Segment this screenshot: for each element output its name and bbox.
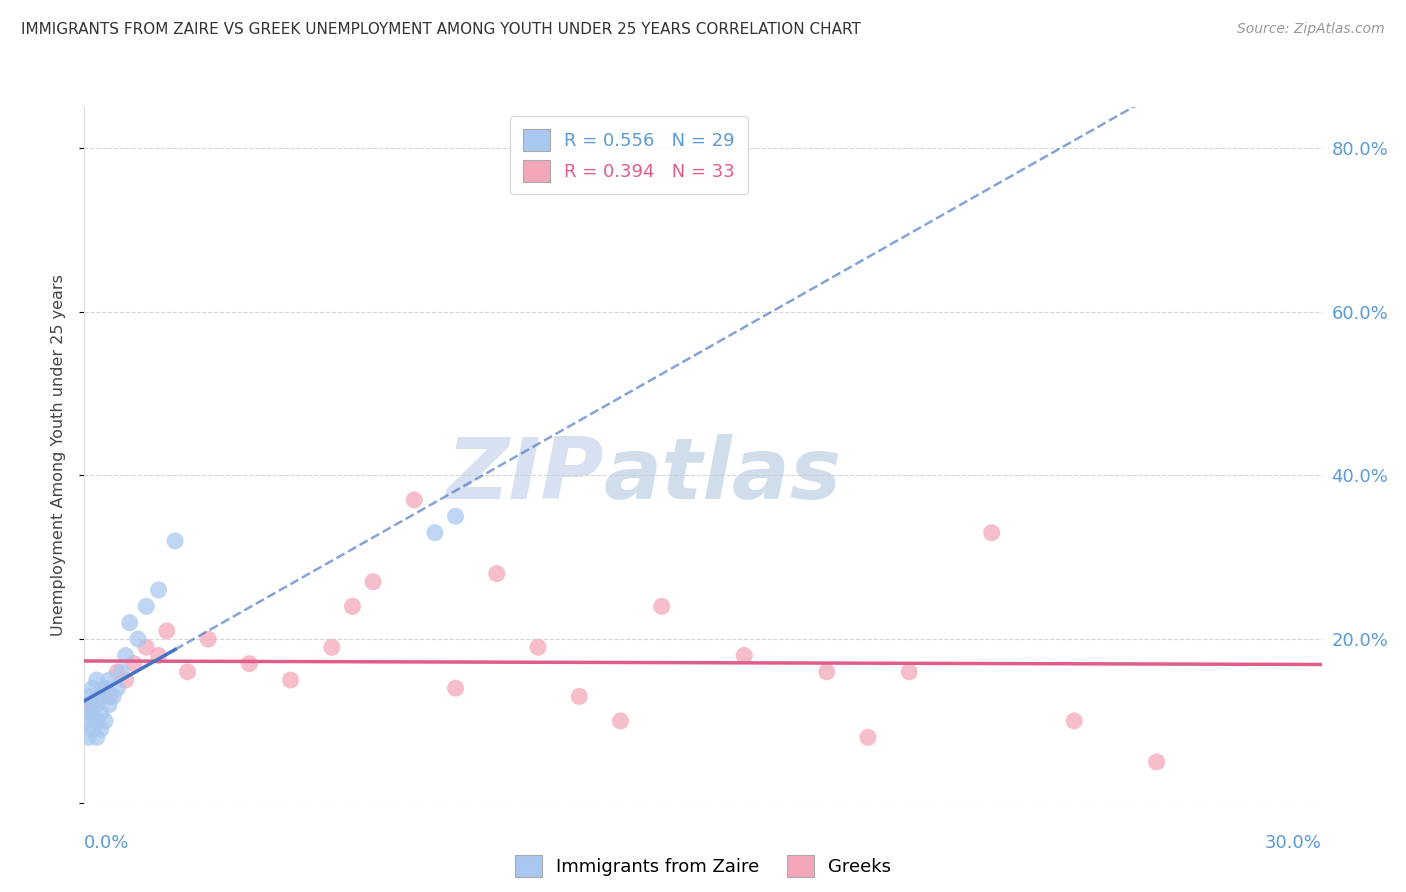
Point [90,706,112,720]
Point [609,714,631,728]
Point [280,673,302,687]
Point [90,690,112,704]
Point [82,681,104,696]
Point [98,673,121,687]
Point [127,632,149,646]
Point [98,698,121,712]
Point [651,599,673,614]
Point [94,681,117,696]
Point [444,509,467,524]
Point [114,673,136,687]
Text: Source: ZipAtlas.com: Source: ZipAtlas.com [1237,22,1385,37]
Point [148,582,170,597]
Point [83,714,105,728]
Point [1063,714,1085,728]
Point [733,648,755,663]
Point [135,640,157,655]
Point [110,665,132,679]
Point [342,599,364,614]
Point [79,690,101,704]
Point [165,533,187,548]
Point [90,722,112,736]
Point [122,657,145,671]
Point [98,690,121,704]
Point [815,665,838,679]
Point [77,731,100,745]
Point [1146,755,1168,769]
Point [321,640,343,655]
Point [86,673,108,687]
Point [75,714,97,728]
Point [148,648,170,663]
Point [568,690,591,704]
Point [86,714,108,728]
Point [238,657,260,671]
Point [423,525,446,540]
Point [86,731,108,745]
Point [94,714,117,728]
Point [898,665,921,679]
Point [361,574,384,589]
Point [485,566,508,581]
Point [77,706,100,720]
Point [90,690,112,704]
Point [86,698,108,712]
Point [103,690,125,704]
Point [135,599,157,614]
Text: IMMIGRANTS FROM ZAIRE VS GREEK UNEMPLOYMENT AMONG YOUTH UNDER 25 YEARS CORRELATI: IMMIGRANTS FROM ZAIRE VS GREEK UNEMPLOYM… [21,22,860,37]
Point [82,722,104,736]
Point [404,492,426,507]
Point [197,632,219,646]
Point [856,731,879,745]
Point [114,648,136,663]
Text: 0.0%: 0.0% [84,834,129,852]
Point [94,681,117,696]
Point [105,681,128,696]
Y-axis label: Unemployment Among Youth under 25 years: Unemployment Among Youth under 25 years [51,274,66,636]
Text: 30.0%: 30.0% [1265,834,1322,852]
Point [176,665,198,679]
Point [105,665,128,679]
Text: atlas: atlas [605,434,842,517]
Point [82,706,104,720]
Legend: Immigrants from Zaire, Greeks: Immigrants from Zaire, Greeks [508,847,898,884]
Point [118,615,141,630]
Point [527,640,550,655]
Point [980,525,1002,540]
Point [77,698,100,712]
Point [82,698,104,712]
Point [156,624,179,638]
Text: ZIP: ZIP [446,434,605,517]
Point [444,681,467,696]
